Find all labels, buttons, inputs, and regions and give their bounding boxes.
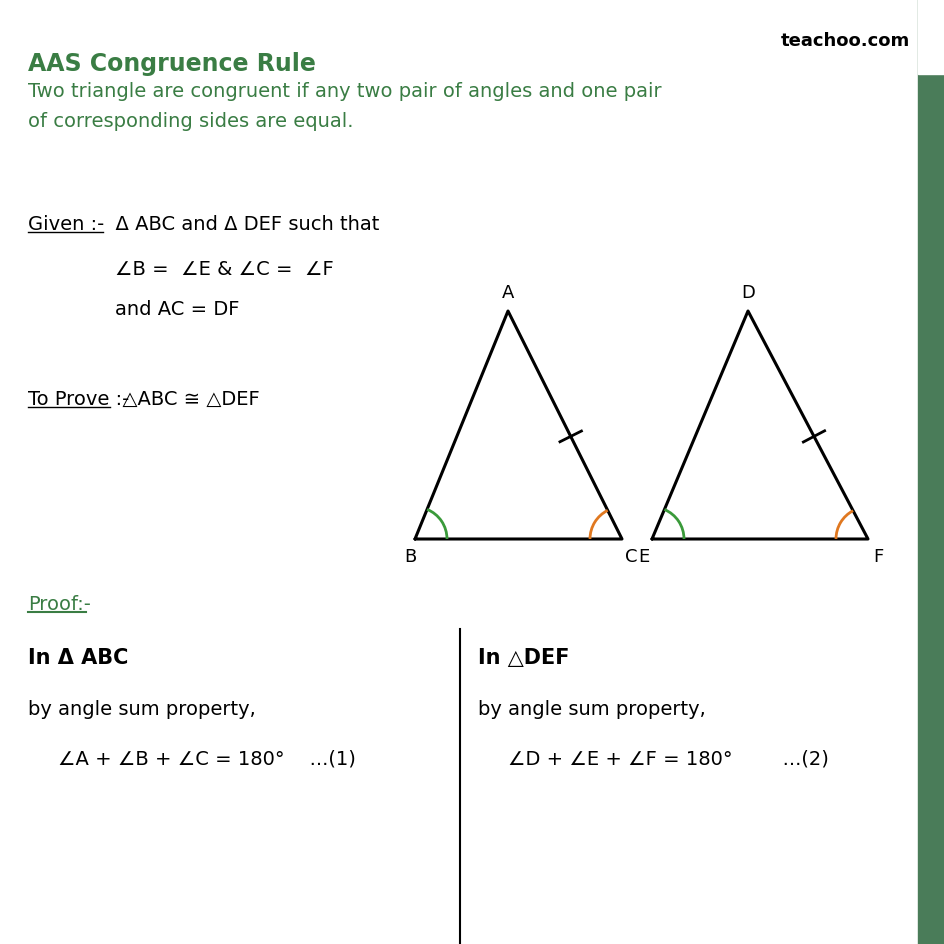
Text: by angle sum property,: by angle sum property, [28, 700, 256, 718]
Text: In △DEF: In △DEF [478, 648, 569, 667]
Text: A: A [501, 284, 514, 302]
Text: B: B [403, 548, 415, 565]
Text: C: C [624, 548, 637, 565]
Text: ∠B =  ∠E & ∠C =  ∠F: ∠B = ∠E & ∠C = ∠F [115, 260, 333, 278]
Text: D: D [740, 284, 754, 302]
Text: Proof:-: Proof:- [28, 595, 91, 614]
Text: Two triangle are congruent if any two pair of angles and one pair: Two triangle are congruent if any two pa… [28, 82, 661, 101]
Text: of corresponding sides are equal.: of corresponding sides are equal. [28, 112, 353, 131]
Text: AAS Congruence Rule: AAS Congruence Rule [28, 52, 315, 76]
Text: E: E [638, 548, 649, 565]
Bar [917, 0, 944, 944]
Text: and AC = DF: and AC = DF [115, 299, 239, 319]
Text: Given :-: Given :- [28, 215, 104, 234]
Bar [917, 0, 944, 75]
Text: ∠A + ∠B + ∠C = 180°    ...(1): ∠A + ∠B + ∠C = 180° ...(1) [58, 750, 356, 768]
Text: teachoo.com: teachoo.com [780, 32, 909, 50]
Text: Δ ABC and Δ DEF such that: Δ ABC and Δ DEF such that [103, 215, 379, 234]
Text: by angle sum property,: by angle sum property, [478, 700, 705, 718]
Text: ∠D + ∠E + ∠F = 180°        ...(2): ∠D + ∠E + ∠F = 180° ...(2) [508, 750, 828, 768]
Text: To Prove :-: To Prove :- [28, 390, 129, 409]
Text: In Δ ABC: In Δ ABC [28, 648, 128, 667]
Text: △ABC ≅ △DEF: △ABC ≅ △DEF [110, 390, 260, 409]
Text: F: F [872, 548, 883, 565]
